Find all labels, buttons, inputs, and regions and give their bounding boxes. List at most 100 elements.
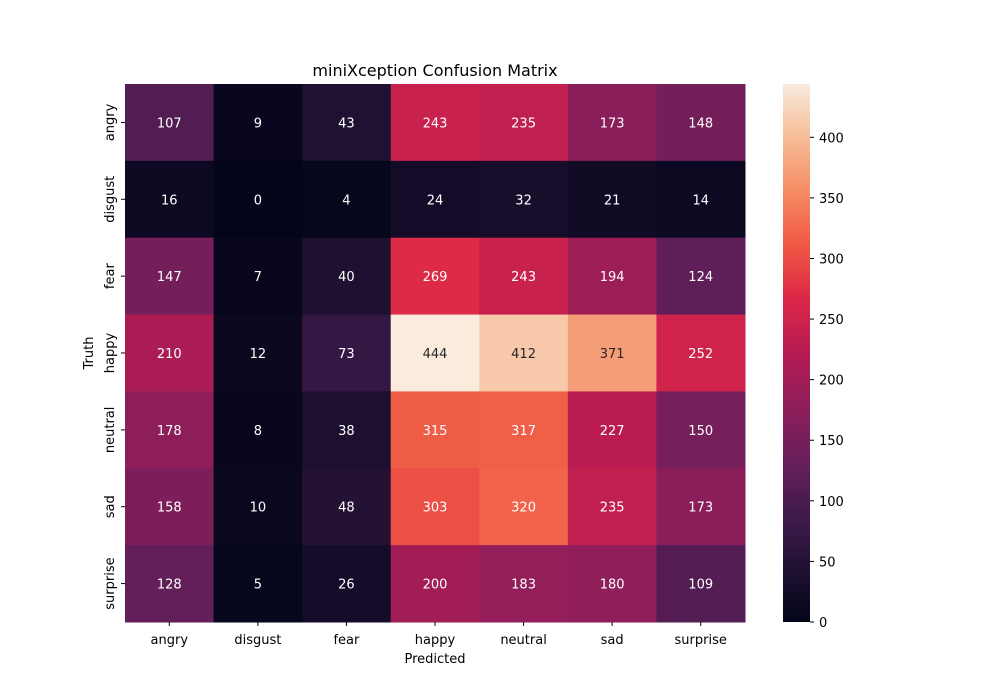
heatmap-cell	[213, 160, 303, 239]
x-tick-label: angry	[151, 633, 189, 648]
colorbar-tick-label: 350	[819, 192, 844, 207]
heatmap-cell	[125, 314, 215, 392]
y-tick-label: fear	[103, 263, 118, 290]
cell-value-label: 21	[604, 193, 621, 208]
cell-value-label: 243	[423, 116, 448, 131]
cell-value-label: 12	[250, 347, 267, 362]
y-tick-label: angry	[103, 103, 118, 141]
colorbar-tick-label: 300	[819, 252, 844, 267]
cell-value-label: 16	[161, 193, 178, 208]
cell-value-label: 26	[338, 578, 355, 593]
x-tick-label: sad	[601, 633, 624, 648]
heatmap-cells: 107 9 43 243 235 173 148 16 0 4 24 32 21 14 147 7 40 269 2…	[125, 84, 746, 623]
heatmap-cell	[656, 84, 746, 162]
heatmap-cell	[479, 160, 569, 239]
cell-value-label: 210	[157, 347, 182, 362]
cell-value-label: 32	[515, 193, 532, 208]
x-tick-label: surprise	[675, 633, 727, 648]
x-tick-label: neutral	[500, 633, 547, 648]
y-tick-label: surprise	[103, 557, 118, 609]
cell-value-label: 10	[250, 501, 267, 516]
y-axis-ticks: angry disgust fear happy neutral sad surprise	[103, 103, 125, 610]
cell-value-label: 235	[600, 501, 625, 516]
heatmap-cell	[390, 84, 480, 162]
cell-value-label: 200	[423, 578, 448, 593]
cell-value-label: 317	[511, 424, 536, 439]
y-tick-label: disgust	[103, 176, 118, 223]
cell-value-label: 320	[511, 501, 536, 516]
cell-value-label: 4	[342, 193, 350, 208]
cell-value-label: 128	[157, 578, 182, 593]
cell-value-label: 194	[600, 270, 625, 285]
heatmap-cell	[302, 237, 392, 316]
heatmap-cell	[656, 391, 746, 469]
heatmap-cell	[302, 391, 392, 469]
x-axis-label: Predicted	[404, 652, 465, 667]
cell-value-label: 43	[338, 116, 355, 131]
heatmap-cell	[656, 314, 746, 392]
cell-value-label: 303	[423, 501, 448, 516]
heatmap-cell	[479, 468, 569, 546]
cell-value-label: 7	[254, 270, 262, 285]
cell-value-label: 0	[254, 193, 262, 208]
cell-value-label: 180	[600, 578, 625, 593]
heatmap-cell	[213, 314, 303, 392]
colorbar-tick-label: 0	[819, 616, 827, 631]
heatmap-cell	[567, 391, 657, 469]
cell-value-label: 235	[511, 116, 536, 131]
heatmap-cell	[125, 160, 215, 239]
heatmap-cell	[125, 391, 215, 469]
heatmap-cell	[302, 468, 392, 546]
heatmap-cell	[213, 237, 303, 316]
heatmap-cell	[567, 545, 657, 623]
y-tick-label: neutral	[103, 407, 118, 454]
cell-value-label: 107	[157, 116, 182, 131]
cell-value-label: 8	[254, 424, 262, 439]
cell-value-label: 73	[338, 347, 355, 362]
y-tick-label: happy	[103, 332, 118, 373]
heatmap-cell	[213, 391, 303, 469]
cell-value-label: 24	[427, 193, 444, 208]
cell-value-label: 173	[688, 501, 713, 516]
cell-value-label: 243	[511, 270, 536, 285]
heatmap-cell	[302, 545, 392, 623]
colorbar-tick-label: 200	[819, 374, 844, 389]
x-tick-label: happy	[415, 633, 456, 648]
cell-value-label: 315	[423, 424, 448, 439]
cell-value-label: 227	[600, 424, 625, 439]
heatmap-cell	[479, 545, 569, 623]
heatmap-cell	[567, 314, 657, 392]
heatmap-cell	[656, 160, 746, 239]
heatmap-cell	[302, 160, 392, 239]
cell-value-label: 150	[688, 424, 713, 439]
heatmap-cell	[567, 84, 657, 162]
heatmap-cell	[479, 84, 569, 162]
y-tick-label: sad	[103, 495, 118, 518]
heatmap-cell	[567, 237, 657, 316]
heatmap-cell	[302, 314, 392, 392]
cell-value-label: 109	[688, 578, 713, 593]
heatmap-cell	[567, 468, 657, 546]
cell-value-label: 5	[254, 578, 262, 593]
x-tick-label: fear	[333, 633, 360, 648]
cell-value-label: 178	[157, 424, 182, 439]
cell-value-label: 173	[600, 116, 625, 131]
heatmap-cell	[390, 237, 480, 316]
heatmap-cell	[213, 84, 303, 162]
heatmap-cell	[390, 545, 480, 623]
cell-value-label: 40	[338, 270, 355, 285]
cell-value-label: 48	[338, 501, 355, 516]
x-axis-ticks: angry disgust fear happy neutral sad surprise	[151, 622, 727, 648]
heatmap-cell	[656, 545, 746, 623]
heatmap-cell	[567, 160, 657, 239]
heatmap-cell	[125, 468, 215, 546]
colorbar-tick-label: 150	[819, 434, 844, 449]
x-tick-label: disgust	[234, 633, 281, 648]
colorbar-tick-label: 50	[819, 555, 836, 570]
heatmap-cell	[479, 314, 569, 392]
cell-value-label: 148	[688, 116, 713, 131]
cell-value-label: 269	[423, 270, 448, 285]
cell-value-label: 9	[254, 116, 262, 131]
heatmap-cell	[390, 160, 480, 239]
